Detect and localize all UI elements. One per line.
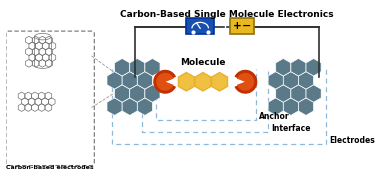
FancyBboxPatch shape: [6, 31, 94, 166]
Polygon shape: [130, 85, 145, 102]
Polygon shape: [115, 58, 130, 76]
Polygon shape: [195, 73, 211, 91]
Text: Carbon-Based Single Molecule Electronics: Carbon-Based Single Molecule Electronics: [120, 10, 334, 19]
Text: Carbon-based electrodes: Carbon-based electrodes: [6, 165, 94, 170]
Polygon shape: [107, 98, 122, 115]
Polygon shape: [178, 73, 194, 91]
Polygon shape: [137, 98, 152, 115]
Polygon shape: [306, 58, 321, 76]
Polygon shape: [306, 85, 321, 102]
Polygon shape: [107, 72, 122, 89]
Polygon shape: [122, 72, 137, 89]
Wedge shape: [237, 73, 254, 91]
Polygon shape: [212, 73, 228, 91]
Polygon shape: [291, 85, 306, 102]
Polygon shape: [276, 58, 291, 76]
FancyBboxPatch shape: [230, 18, 254, 34]
Polygon shape: [276, 85, 291, 102]
Text: −: −: [242, 21, 251, 31]
Polygon shape: [291, 58, 306, 76]
Wedge shape: [156, 73, 174, 91]
Polygon shape: [268, 72, 283, 89]
Polygon shape: [268, 98, 283, 115]
Polygon shape: [122, 98, 137, 115]
Polygon shape: [299, 98, 314, 115]
Text: Interface: Interface: [271, 124, 311, 133]
Polygon shape: [299, 72, 314, 89]
Polygon shape: [145, 58, 160, 76]
Wedge shape: [153, 70, 176, 94]
Polygon shape: [283, 98, 299, 115]
Polygon shape: [130, 58, 145, 76]
Text: Electrodes: Electrodes: [329, 136, 375, 145]
FancyBboxPatch shape: [186, 18, 214, 34]
Text: Anchor: Anchor: [259, 112, 290, 121]
Polygon shape: [145, 85, 160, 102]
Wedge shape: [234, 70, 257, 94]
Text: Molecule: Molecule: [180, 58, 226, 67]
Polygon shape: [115, 85, 130, 102]
Text: +: +: [233, 21, 242, 31]
Polygon shape: [283, 72, 299, 89]
Polygon shape: [137, 72, 152, 89]
